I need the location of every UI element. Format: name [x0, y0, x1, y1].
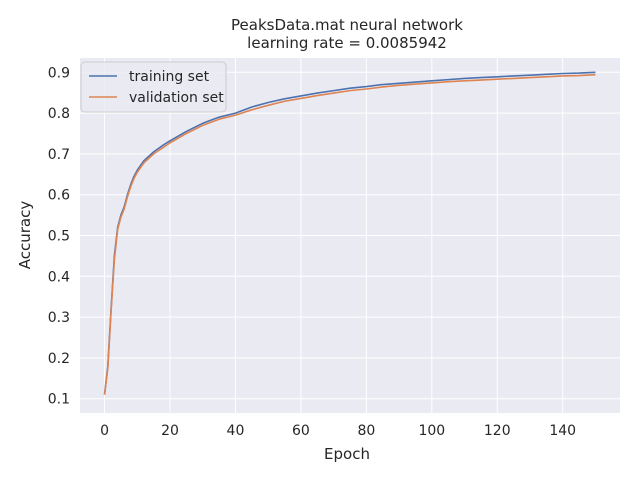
x-tick-label: 60: [292, 423, 310, 439]
y-tick-label: 0.6: [48, 188, 70, 204]
x-tick-label: 80: [357, 423, 375, 439]
series-line-validation: [103, 73, 596, 395]
y-tick-label: 0.9: [48, 65, 70, 81]
x-tick-label: 20: [161, 423, 179, 439]
y-tick-label: 0.4: [48, 269, 70, 285]
y-tick-label: 0.8: [48, 106, 70, 122]
x-tick-label: 40: [227, 423, 245, 439]
x-tick-label: 100: [418, 423, 445, 439]
y-tick-label: 0.7: [48, 147, 70, 163]
grid-lines: [80, 58, 620, 413]
legend-label-training: training set: [129, 69, 210, 85]
legend-label-validation: validation set: [129, 90, 224, 106]
chart-title: PeaksData.mat neural network: [231, 16, 463, 34]
legend-box: [80, 61, 227, 113]
y-tick-label: 0.1: [48, 392, 70, 408]
tick-labels: 0 20 40 60 80 100 120 140 0.1 0.2 0.3 0.4 0.5 0.6 0.7 0…: [48, 65, 576, 439]
x-tick-label: 0: [100, 423, 109, 439]
x-tick-label: 140: [549, 423, 576, 439]
x-axis-title: Epoch: [324, 445, 370, 463]
series-lines: [103, 71, 596, 395]
y-tick-label: 0.3: [48, 310, 70, 326]
y-tick-label: 0.2: [48, 351, 70, 367]
chart-subtitle: learning rate = 0.0085942: [247, 34, 447, 52]
legend: training set validation set: [80, 61, 227, 113]
y-tick-label: 0.5: [48, 229, 70, 245]
y-axis-title: Accuracy: [16, 201, 34, 270]
x-tick-label: 120: [484, 423, 511, 439]
